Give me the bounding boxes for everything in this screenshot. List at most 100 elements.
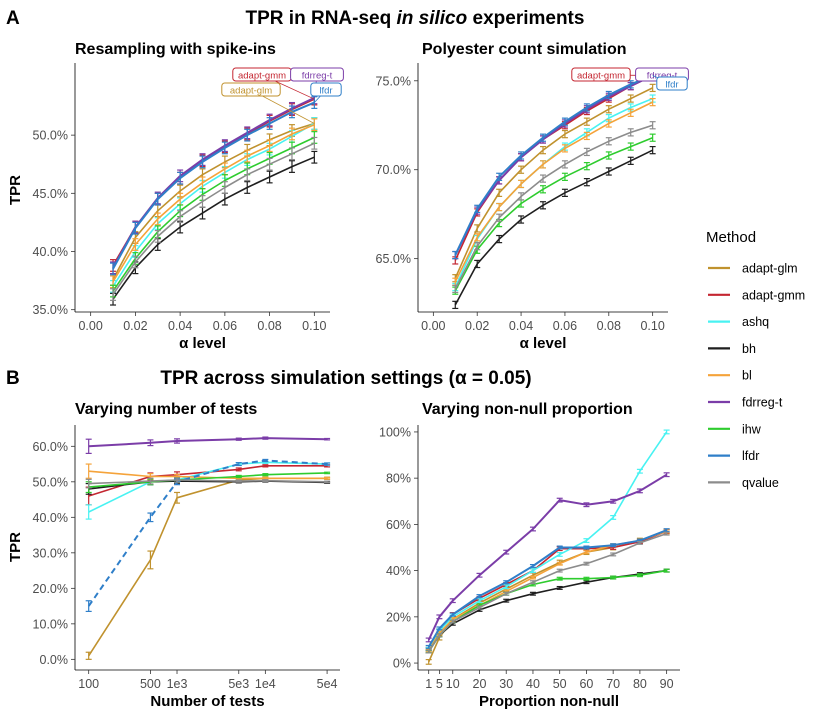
error-bar xyxy=(147,439,154,447)
chart-panel-non-null-proportion: Varying non-null proportion 0% 20% 40% 60% 80… xyxy=(379,401,680,710)
error-bar xyxy=(496,213,503,222)
error-bar xyxy=(154,229,161,243)
error-bar xyxy=(556,545,563,550)
error-bar xyxy=(449,598,456,604)
legend-label: bl xyxy=(742,369,752,383)
error-bar xyxy=(583,576,590,581)
series-ashq xyxy=(425,429,670,652)
legend-title: Method xyxy=(706,229,756,246)
error-bar xyxy=(324,462,331,466)
error-bar xyxy=(503,598,510,603)
error-bar xyxy=(561,172,568,181)
direct-label-text: adapt-gmm xyxy=(577,70,625,81)
series-line-ihw xyxy=(88,472,328,488)
y-tick-label: 70.0% xyxy=(376,163,411,177)
error-bar xyxy=(583,131,590,141)
error-bar xyxy=(663,528,670,533)
legend-label: bh xyxy=(742,342,756,356)
x-tick-label: 1e4 xyxy=(255,677,276,691)
x-tick-label: 70 xyxy=(606,677,620,691)
error-bar xyxy=(556,585,563,590)
error-bar xyxy=(221,181,228,194)
error-bar xyxy=(627,156,634,165)
error-bar xyxy=(452,300,459,310)
error-bar xyxy=(147,512,154,523)
error-bar xyxy=(311,118,318,132)
legend-item-adapt-glm: adapt-glm xyxy=(708,262,798,276)
error-bar xyxy=(174,491,181,504)
error-bar xyxy=(561,117,568,126)
x-tick-label: 100 xyxy=(78,677,99,691)
error-bar xyxy=(288,127,295,141)
error-bar xyxy=(311,150,318,164)
error-bar xyxy=(627,128,634,137)
series-adapt-glm xyxy=(85,476,331,660)
series-line-ihw xyxy=(112,136,315,292)
x-tick-label: 0.00 xyxy=(421,319,445,333)
error-bar xyxy=(561,188,568,197)
y-tick-label: 60% xyxy=(386,518,411,532)
series-line-adapt-glm xyxy=(427,530,667,663)
error-bar xyxy=(199,206,206,220)
error-bar xyxy=(561,160,568,169)
error-bar xyxy=(583,178,590,187)
error-bar xyxy=(583,538,590,544)
chart-panel-resampling: Resampling with spike-ins 35.0% 40.0% 45.0%… xyxy=(7,41,344,352)
error-bar xyxy=(636,488,643,494)
series-line-lfdr xyxy=(454,74,653,256)
error-bar xyxy=(476,572,483,578)
error-bar xyxy=(474,224,481,233)
section-a-title-italic: in silico xyxy=(396,8,467,29)
error-bar xyxy=(244,168,251,182)
x-axis-title: α level xyxy=(520,335,567,352)
error-bar xyxy=(583,545,590,550)
x-axis-title: Number of tests xyxy=(150,693,264,710)
error-bar xyxy=(583,162,590,171)
error-bar xyxy=(85,463,92,479)
series-line-adapt-gmm xyxy=(454,74,653,261)
error-bar xyxy=(266,117,273,130)
error-bar xyxy=(85,438,92,455)
x-tick-label: 500 xyxy=(140,677,161,691)
error-bar xyxy=(425,649,432,654)
y-tick-label: 0.0% xyxy=(40,653,69,667)
error-bar xyxy=(605,119,612,128)
series-fdrreg-t xyxy=(85,436,331,455)
direct-label-text: fdrreg-t xyxy=(302,70,333,81)
y-tick-label: 35.0% xyxy=(33,303,68,317)
error-bar xyxy=(311,136,318,150)
error-bar xyxy=(244,128,251,142)
legend-label: adapt-gmm xyxy=(742,288,805,302)
error-bar xyxy=(262,458,269,463)
error-bar xyxy=(496,234,503,244)
x-tick-label: 0.00 xyxy=(78,319,102,333)
error-bar xyxy=(636,540,643,545)
error-bar xyxy=(154,192,161,206)
error-bar xyxy=(529,568,536,574)
error-bar xyxy=(266,157,273,171)
direct-label-text: lfdr xyxy=(665,79,678,90)
series-line-ashq xyxy=(112,122,315,287)
x-tick-label: 0.10 xyxy=(640,319,664,333)
panel-title: Resampling with spike-ins xyxy=(75,41,276,58)
error-bar xyxy=(110,262,117,276)
error-bar xyxy=(147,477,154,485)
series-qvalue xyxy=(110,136,318,301)
x-tick-label: 5 xyxy=(436,677,443,691)
error-bar xyxy=(177,171,184,185)
series-line-ashq xyxy=(428,431,668,650)
error-bar xyxy=(610,515,617,520)
x-tick-label: 0.06 xyxy=(213,319,237,333)
error-bar xyxy=(262,473,269,477)
error-bar xyxy=(556,497,563,503)
error-bar xyxy=(449,612,456,617)
legend-label: ihw xyxy=(742,422,762,436)
section-b-letter: B xyxy=(6,368,20,389)
y-tick-label: 50.0% xyxy=(33,475,68,489)
error-bar xyxy=(266,139,273,153)
chart-panel-number-of-tests: Varying number of tests 0.0% 10.0% 20.0% 30.… xyxy=(7,401,340,710)
legend: Method adapt-glm adapt-gmm ashq bh bl fdrreg-… xyxy=(706,229,805,490)
error-bar xyxy=(583,561,590,566)
y-tick-label: 0% xyxy=(393,657,411,671)
series-line-adapt-glm xyxy=(112,122,315,280)
